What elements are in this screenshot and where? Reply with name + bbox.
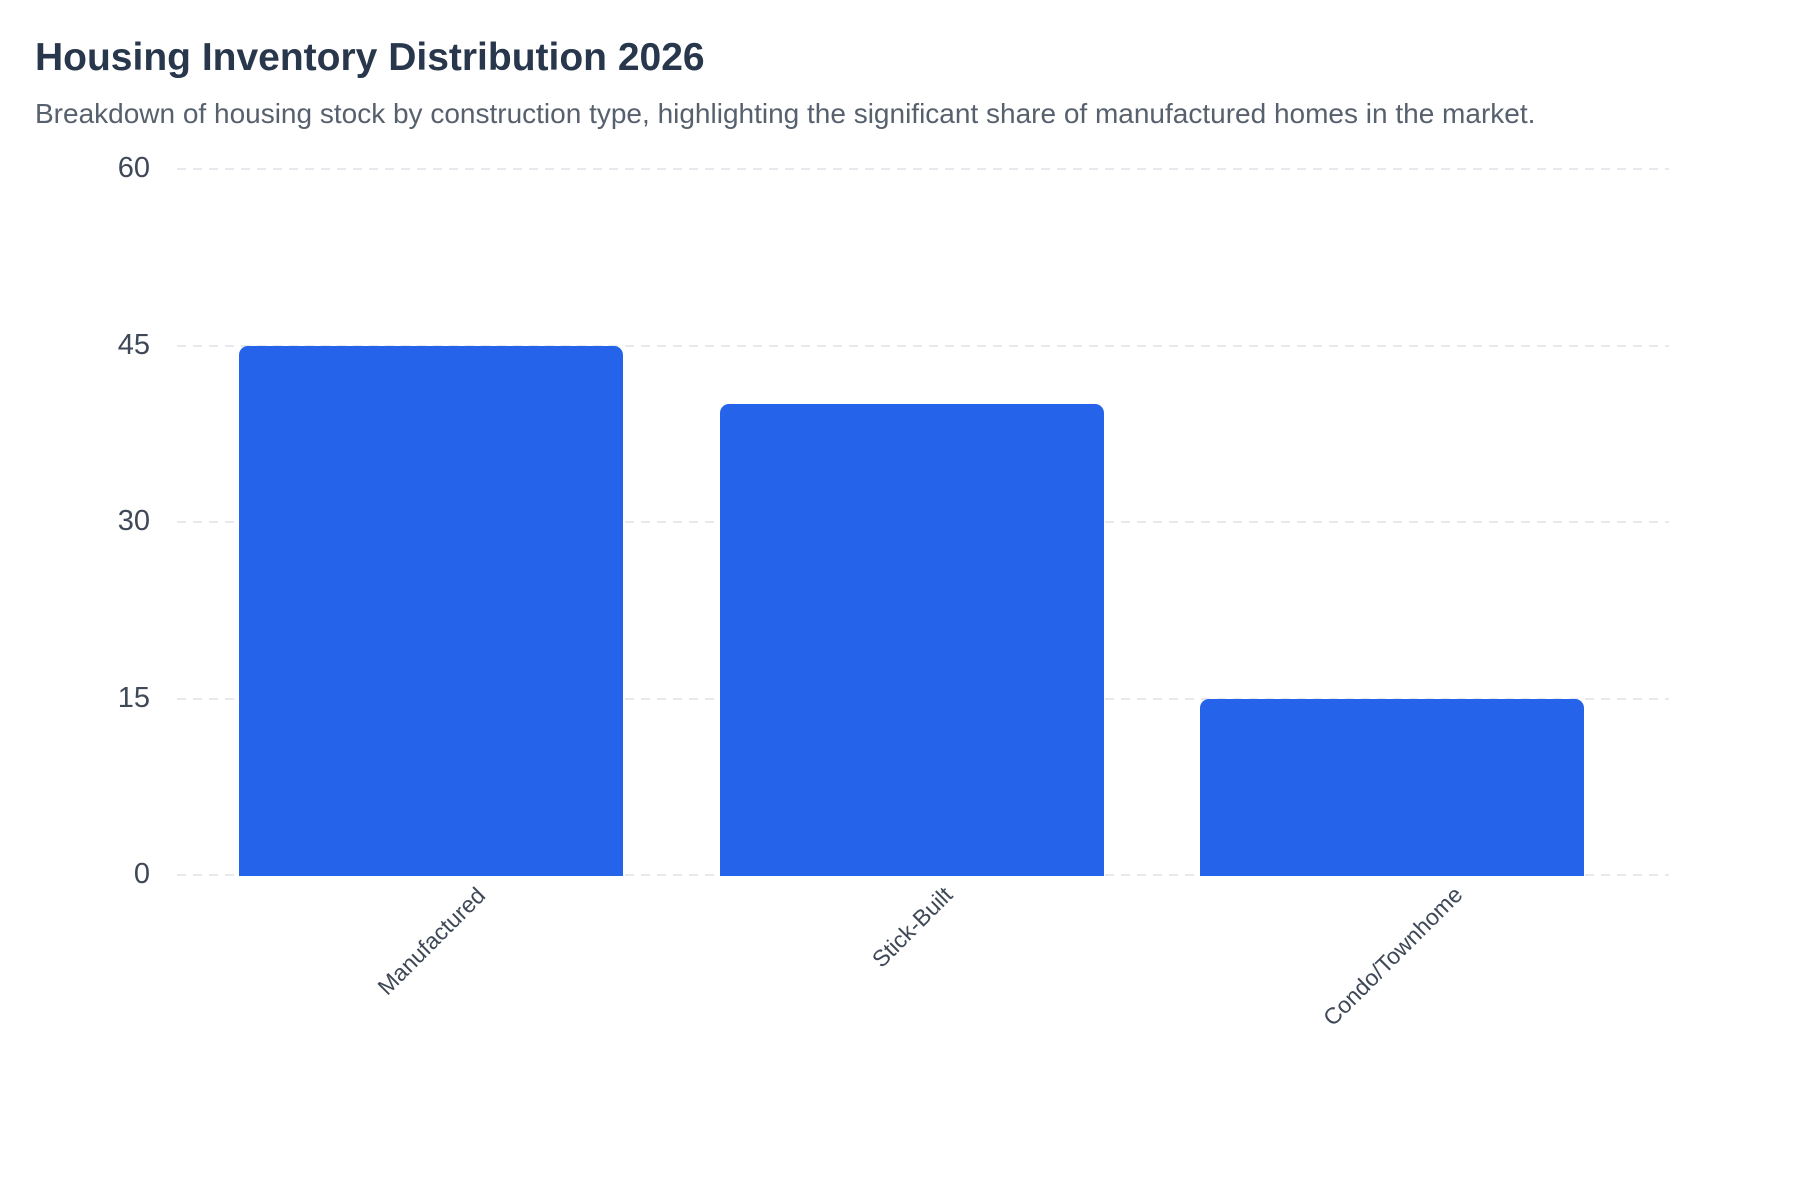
bar-stick-built	[719, 404, 1104, 876]
chart-subtitle: Breakdown of housing stock by constructi…	[35, 98, 1536, 129]
bar-condo-townhome	[1200, 698, 1585, 876]
y-axis-tick-30: 30	[117, 505, 150, 537]
x-axis-label-stick-built: Stick-Built	[866, 881, 958, 973]
y-axis-tick-15: 15	[117, 681, 150, 714]
gridline-y-45	[177, 344, 1669, 347]
x-axis-label-condo-townhome: Condo/Townhome	[1317, 881, 1468, 1032]
chart-title: Housing Inventory Distribution 2026	[35, 36, 705, 79]
y-axis-tick-0: 0	[133, 858, 150, 890]
gridline-y-60	[177, 168, 1669, 170]
bar-manufactured	[239, 345, 624, 876]
x-axis-label-manufactured: Manufactured	[372, 881, 490, 1000]
y-axis-tick-60: 60	[117, 152, 150, 184]
y-axis-tick-45: 45	[117, 328, 150, 361]
